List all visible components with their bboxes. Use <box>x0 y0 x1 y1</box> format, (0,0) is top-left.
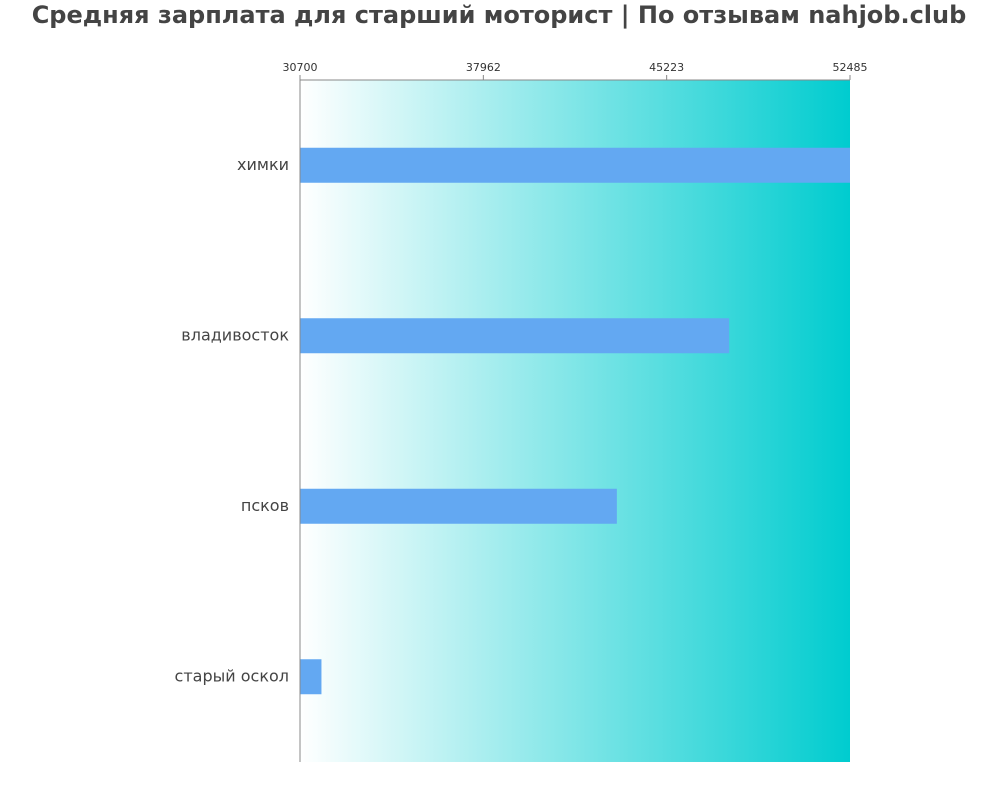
bar <box>300 488 617 524</box>
x-tick-label: 52485 <box>833 61 868 74</box>
x-tick-label: 30700 <box>283 61 318 74</box>
x-tick-label: 37962 <box>466 61 501 74</box>
bar <box>300 659 322 695</box>
x-tick-label: 45223 <box>649 61 684 74</box>
category-label: химки <box>237 155 289 174</box>
chart-title: Средняя зарплата для старший моторист | … <box>32 1 967 29</box>
category-label: псков <box>241 496 289 515</box>
bar <box>300 318 730 354</box>
category-labels: химки владивосток псков старый оскол <box>175 155 290 686</box>
bars <box>300 147 850 695</box>
plot-background <box>300 80 850 762</box>
x-axis-ticks: 30700 37962 45223 52485 <box>283 61 868 80</box>
category-label: старый оскол <box>175 666 289 685</box>
category-label: владивосток <box>181 325 289 344</box>
bar <box>300 147 850 183</box>
